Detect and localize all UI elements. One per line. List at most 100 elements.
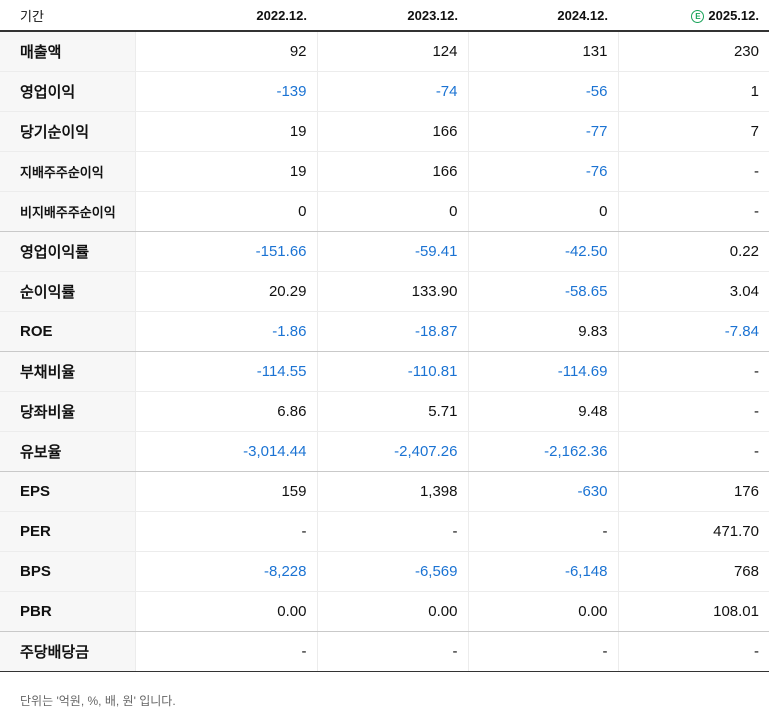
table-cell: 0.00 — [134, 591, 317, 632]
table-cell: -58.65 — [467, 271, 618, 312]
table-cell: 9.83 — [467, 311, 618, 352]
table-cell: -8,228 — [134, 551, 317, 592]
row-label: 매출액 — [0, 31, 135, 72]
row-label: 주당배당금 — [0, 631, 135, 672]
table-row: 주당배당금 - - - - — [0, 631, 769, 672]
period-column-header: 기간 — [0, 0, 135, 32]
table-cell: -42.50 — [467, 231, 618, 272]
table-cell: -151.66 — [134, 231, 317, 272]
table-row: PER - - -471.70 — [0, 511, 769, 552]
table-header-row: 기간 2022.12. 2023.12. 2024.12. E 2025.12. — [0, 0, 769, 32]
period-header-label: 2022.12. — [256, 7, 307, 23]
estimate-badge-icon: E — [691, 9, 705, 23]
table-cell: 19 — [134, 111, 317, 152]
table-row: 당좌비율 6.86 5.71 9.48- — [0, 391, 769, 432]
table-cell: 471.70 — [617, 511, 769, 552]
period-header-estimate: E 2025.12. — [618, 0, 769, 32]
row-label: PER — [0, 511, 135, 552]
table-cell: -74 — [316, 71, 468, 112]
table-cell: 131 — [467, 31, 618, 72]
table-cell: -6,148 — [467, 551, 618, 592]
table-cell: - — [617, 631, 769, 672]
table-row: 비지배주주순이익 0 0 0- — [0, 191, 769, 232]
table-row: 유보율 -3,014.44 -2,407.26 -2,162.36- — [0, 431, 769, 472]
table-cell: 1 — [617, 71, 769, 112]
row-label: 당기순이익 — [0, 111, 135, 152]
table-cell: -2,407.26 — [316, 431, 468, 472]
table-cell: 768 — [617, 551, 769, 592]
row-label: BPS — [0, 551, 135, 592]
table-cell: -1.86 — [134, 311, 317, 352]
table-row: 부채비율 -114.55 -110.81 -114.69- — [0, 351, 769, 392]
table-cell: - — [617, 391, 769, 432]
table-cell: -114.55 — [134, 351, 317, 392]
table-cell: 166 — [316, 111, 468, 152]
table-cell: -630 — [467, 471, 618, 512]
table-cell: 92 — [134, 31, 317, 72]
row-label: PBR — [0, 591, 135, 632]
period-header-label: 2025.12. — [708, 7, 759, 23]
table-cell: - — [134, 631, 317, 672]
table-cell: 0.00 — [316, 591, 468, 632]
table-cell: 230 — [617, 31, 769, 72]
row-label: 부채비율 — [0, 351, 135, 392]
row-label: 유보율 — [0, 431, 135, 472]
table-cell: - — [467, 511, 618, 552]
table-cell: 0.22 — [617, 231, 769, 272]
table-row: EPS 159 1,398 -630 176 — [0, 471, 769, 512]
table-cell: - — [316, 631, 468, 672]
table-cell: -3,014.44 — [134, 431, 317, 472]
table-row: ROE -1.86 -18.87 9.83 -7.84 — [0, 311, 769, 352]
table-cell: - — [134, 511, 317, 552]
table-cell: 166 — [316, 151, 468, 192]
table-cell: - — [617, 191, 769, 232]
period-header-label: 2024.12. — [557, 7, 608, 23]
row-label: 지배주주순이익 — [0, 151, 135, 192]
row-label: 영업이익 — [0, 71, 135, 112]
row-label: ROE — [0, 311, 135, 352]
table-cell: 159 — [134, 471, 317, 512]
unit-footnote: 단위는 '억원, %, 배, 원' 입니다. — [20, 694, 176, 708]
table-cell: 6.86 — [134, 391, 317, 432]
period-header-label: 2023.12. — [407, 7, 458, 23]
table-cell: -18.87 — [316, 311, 468, 352]
table-cell: - — [617, 151, 769, 192]
table-cell: 7 — [617, 111, 769, 152]
table-cell: -139 — [134, 71, 317, 112]
table-cell: 5.71 — [316, 391, 468, 432]
period-header: 2022.12. — [135, 0, 317, 32]
financial-summary-table: 기간 2022.12. 2023.12. 2024.12. E 2025.12. … — [0, 0, 769, 672]
table-row: 당기순이익 19 166 -77 7 — [0, 111, 769, 152]
row-label: 당좌비율 — [0, 391, 135, 432]
table-cell: - — [316, 511, 468, 552]
table-cell: -76 — [467, 151, 618, 192]
row-label: 비지배주주순이익 — [0, 191, 135, 232]
table-row: 지배주주순이익 19 166 -76- — [0, 151, 769, 192]
table-cell: -2,162.36 — [467, 431, 618, 472]
period-header: 2024.12. — [468, 0, 618, 32]
table-cell: 9.48 — [467, 391, 618, 432]
table-cell: -110.81 — [316, 351, 468, 392]
table-cell: -56 — [467, 71, 618, 112]
table-cell: -6,569 — [316, 551, 468, 592]
table-cell: -7.84 — [617, 311, 769, 352]
table-cell: -114.69 — [467, 351, 618, 392]
table-row: PBR 0.00 0.00 0.00 108.01 — [0, 591, 769, 632]
table-row: 영업이익률 -151.66 -59.41 -42.50 0.22 — [0, 231, 769, 272]
table-cell: 19 — [134, 151, 317, 192]
table-cell: 124 — [316, 31, 468, 72]
table-cell: 0 — [467, 191, 618, 232]
table-cell: 108.01 — [617, 591, 769, 632]
table-cell: 1,398 — [316, 471, 468, 512]
table-cell: 0 — [316, 191, 468, 232]
table-row: 영업이익 -139 -74 -56 1 — [0, 71, 769, 112]
table-cell: 133.90 — [316, 271, 468, 312]
table-cell: -59.41 — [316, 231, 468, 272]
table-row: BPS -8,228 -6,569 -6,148 768 — [0, 551, 769, 592]
table-cell: 3.04 — [617, 271, 769, 312]
table-cell: - — [617, 351, 769, 392]
table-cell: 0 — [134, 191, 317, 232]
table-row: 매출액 92 124 131 230 — [0, 31, 769, 72]
period-header: 2023.12. — [317, 0, 468, 32]
table-cell: -77 — [467, 111, 618, 152]
